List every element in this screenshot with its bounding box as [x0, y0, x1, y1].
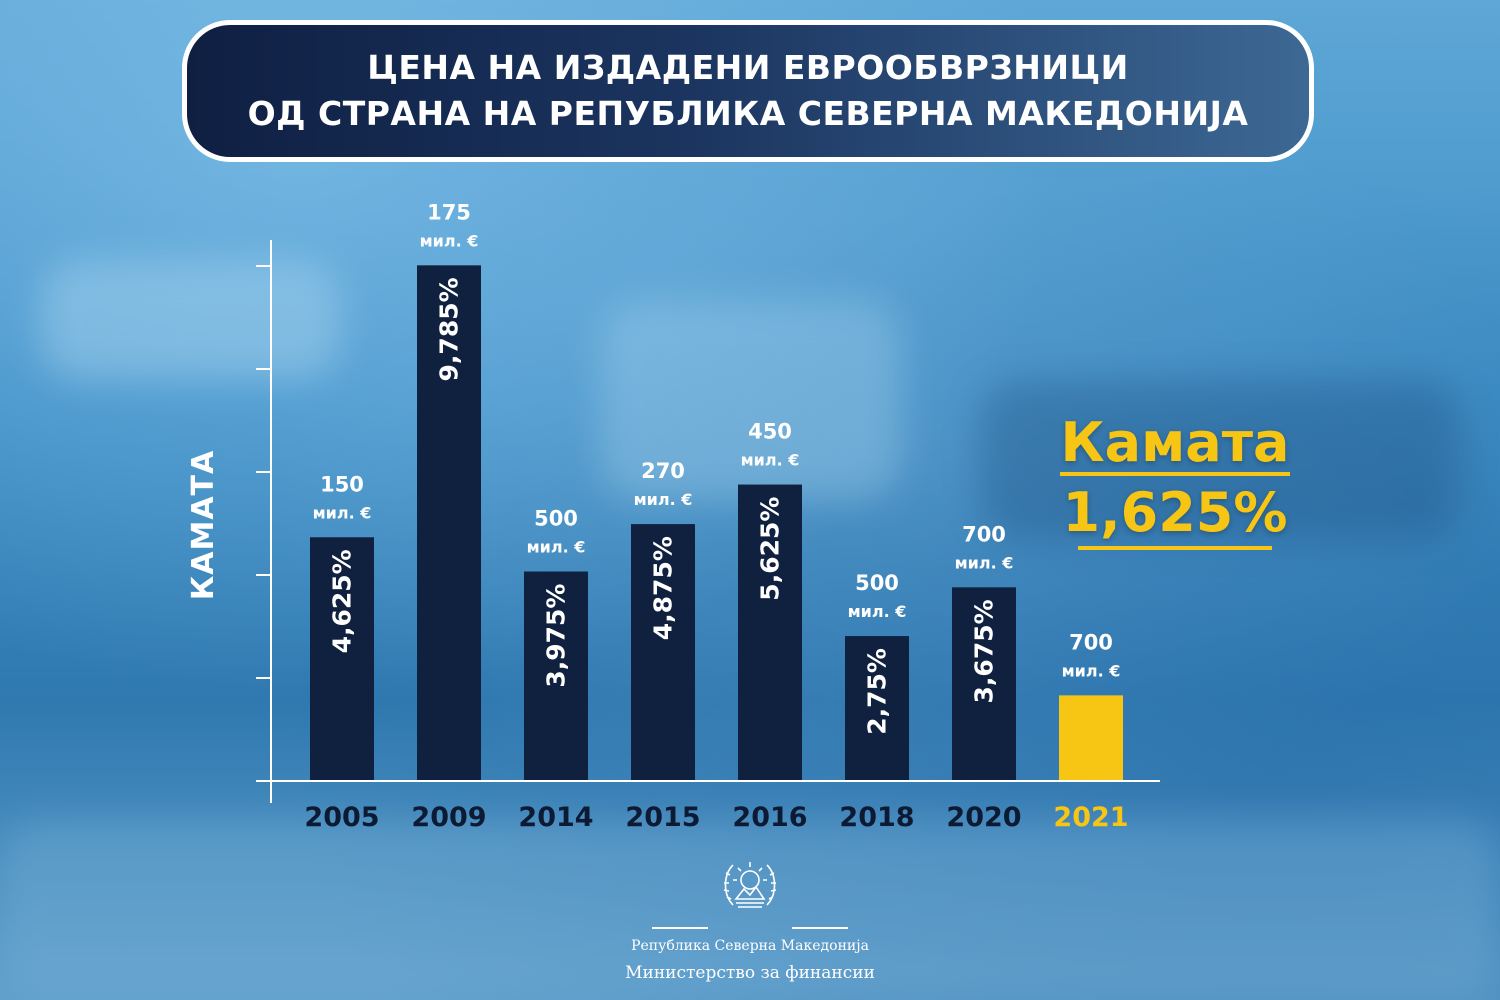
- bar-rate-label: 2,75%: [863, 648, 892, 735]
- bar-2005: [310, 537, 374, 780]
- bar-2020: [952, 587, 1016, 780]
- bar-amount-unit: мил. €: [955, 553, 1014, 572]
- background-blur: [40, 260, 340, 380]
- bar-rate-label: 3,975%: [542, 584, 571, 688]
- background-blur: [600, 300, 900, 500]
- bar-rate-label: 4,875%: [649, 536, 678, 640]
- highlight-value-underline: [1078, 546, 1272, 550]
- bar-amount-label: 270: [641, 459, 685, 483]
- bar-amount-label: 175: [427, 200, 471, 224]
- x-tick-label: 2020: [946, 802, 1021, 833]
- page-title-line-1: ЦЕНА НА ИЗДАДЕНИ ЕВРООБВРЗНИЦИ: [367, 48, 1129, 87]
- bar-amount-unit: мил. €: [848, 602, 907, 621]
- bar-2016: [738, 484, 802, 780]
- footer-country: Република Северна Македонија: [631, 938, 869, 954]
- x-tick-label: 2005: [304, 802, 379, 833]
- bar-amount-label: 150: [320, 472, 364, 496]
- bar-2014: [524, 571, 588, 780]
- highlight-underline: [1060, 472, 1290, 476]
- bar-amount-unit: мил. €: [741, 451, 800, 470]
- x-tick-label: 2014: [518, 802, 593, 833]
- background-blur: [0, 820, 1500, 1000]
- bar-amount-label: 500: [534, 507, 578, 531]
- x-tick-label: 2018: [839, 802, 914, 833]
- state-emblem-icon: [723, 862, 777, 908]
- bar-2015: [631, 524, 695, 780]
- bar-amount-unit: мил. €: [1062, 661, 1121, 680]
- bar-amount-label: 500: [855, 571, 899, 595]
- bar-rate-label: 5,625%: [756, 497, 785, 601]
- bar-amount-unit: мил. €: [313, 503, 372, 522]
- bar-2009: [417, 265, 481, 780]
- x-tick-label: 2016: [732, 802, 807, 833]
- bar-2018: [845, 636, 909, 780]
- highlight-label: Камата: [1060, 411, 1290, 474]
- bar-amount-label: 700: [1069, 630, 1113, 654]
- bar-amount-unit: мил. €: [634, 490, 693, 509]
- highlight-value: 1,625%: [1062, 481, 1288, 544]
- page-title-line-2: ОД СТРАНА НА РЕПУБЛИКА СЕВЕРНА МАКЕДОНИЈ…: [247, 94, 1249, 133]
- footer-ministry: Министерство за финансии: [625, 963, 875, 983]
- x-tick-label: 2009: [411, 802, 486, 833]
- title-banner: ЦЕНА НА ИЗДАДЕНИ ЕВРООБВРЗНИЦИ ОД СТРАНА…: [182, 20, 1314, 162]
- bar-rate-label: 4,625%: [328, 549, 357, 653]
- bar-rate-label: 9,785%: [435, 277, 464, 381]
- x-tick-label: 2015: [625, 802, 700, 833]
- bar-2021: [1059, 695, 1123, 780]
- x-tick-label: 2021: [1053, 802, 1128, 833]
- footer-divider-right: [792, 927, 848, 929]
- bar-amount-label: 700: [962, 522, 1006, 546]
- bar-rate-label: 3,675%: [970, 599, 999, 703]
- bar-amount-label: 450: [748, 420, 792, 444]
- bar-amount-unit: мил. €: [527, 538, 586, 557]
- background-blur: [980, 380, 1460, 540]
- footer-divider-left: [652, 927, 708, 929]
- bar-amount-unit: мил. €: [420, 231, 479, 250]
